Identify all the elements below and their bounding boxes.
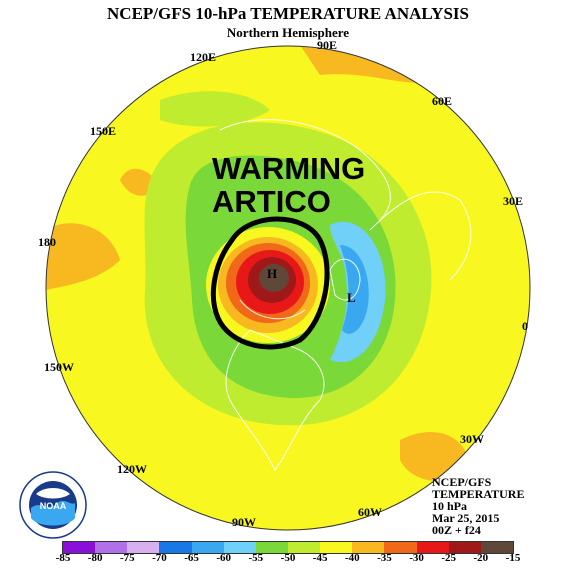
longitude-label-30e: 30E — [503, 194, 524, 208]
colorbar-labels: -85 -80 -75 -70 -65 -60 -55 -50 -45 -40 -35 -30 -25 -… — [0, 552, 576, 566]
longitude-label-90e: 90E — [317, 38, 338, 52]
map-subtitle: Northern Hemisphere — [226, 25, 350, 40]
coastline-greenland — [329, 258, 361, 301]
colorbar-tick-label: -20 — [473, 552, 489, 564]
colorbar-tick-label: -30 — [409, 552, 424, 564]
colorbar-swatch — [159, 542, 192, 553]
info-line-level: 10 hPa — [432, 499, 468, 513]
noaa-logo-text: NOAA — [40, 501, 67, 511]
longitude-label-150e: 150E — [90, 124, 117, 138]
colorbar-tick-label: -25 — [441, 552, 457, 564]
coastline-asia — [219, 119, 391, 221]
colorbar-swatch — [416, 542, 449, 553]
longitude-label-60e: 60E — [432, 94, 453, 108]
annotation-line2: ARTICO — [212, 184, 331, 219]
high-pressure-label: H — [267, 266, 278, 281]
info-line-date: Mar 25, 2015 — [432, 511, 500, 525]
longitude-label-30w: 30W — [460, 432, 484, 446]
light-green-patch — [160, 91, 270, 127]
colorbar-tick-label: -50 — [280, 552, 296, 564]
colorbar-swatch — [287, 542, 321, 553]
colorbar-swatch — [191, 542, 224, 553]
colorbar-swatch — [255, 542, 288, 553]
coastline-north-america — [225, 329, 325, 471]
warming-highlight-contour — [210, 216, 330, 350]
colorbar-tick-label: -45 — [312, 552, 328, 564]
colorbar-tick-label: -55 — [248, 552, 264, 564]
colorbar-tick-label: -85 — [55, 552, 71, 564]
warm-core-brown — [259, 264, 289, 292]
annotation-line1: WARMING — [212, 151, 366, 186]
colorbar-tick-label: -60 — [216, 552, 232, 564]
info-line-model: NCEP/GFS — [432, 475, 492, 489]
map-title: NCEP/GFS 10-hPa TEMPERATURE ANALYSIS — [107, 4, 469, 23]
colorbar-swatch — [95, 542, 128, 553]
colorbar-swatch — [223, 542, 256, 553]
warming-annotation: WARMING ARTICO — [212, 152, 365, 218]
colorbar-tick-label: -75 — [119, 552, 135, 564]
colorbar-tick-label: -80 — [87, 552, 103, 564]
longitude-label-0: 0 — [522, 319, 528, 333]
colorbar-tick-label: -65 — [184, 552, 199, 564]
info-line-variable: TEMPERATURE — [432, 487, 525, 501]
temperature-colorbar — [62, 541, 514, 554]
colorbar-tick-label: -15 — [505, 552, 521, 564]
low-pressure-label: L — [347, 290, 356, 305]
longitude-label-60w: 60W — [358, 505, 382, 519]
colorbar-swatch — [63, 542, 96, 553]
colorbar-tick-label: -40 — [344, 552, 360, 564]
cold-region-inner — [340, 245, 369, 334]
longitude-label-120w: 120W — [117, 462, 147, 476]
coastline-eurasia — [369, 191, 472, 281]
colorbar-tick-label: -70 — [152, 552, 167, 564]
longitude-label-90w: 90W — [232, 515, 256, 529]
map-info-block: NCEP/GFS TEMPERATURE 10 hPa Mar 25, 2015… — [432, 476, 524, 536]
colorbar-tick-label: -35 — [377, 552, 392, 564]
colorbar-swatch — [480, 542, 513, 553]
longitude-label-150w: 150W — [44, 360, 74, 374]
colorbar-swatch — [127, 542, 160, 553]
colorbar-swatch — [448, 542, 481, 553]
colorbar-swatch — [352, 542, 385, 553]
longitude-label-120e: 120E — [190, 50, 217, 64]
orange-band-left — [46, 223, 120, 290]
colorbar-swatch — [320, 542, 353, 553]
noaa-logo: NOAA — [19, 471, 87, 539]
coastline-arctic-islands — [239, 299, 306, 320]
colorbar-swatch — [384, 542, 417, 553]
hemisphere-border — [45, 45, 531, 531]
info-line-forecast: 00Z + f24 — [432, 523, 481, 537]
longitude-label-180: 180 — [38, 235, 56, 249]
